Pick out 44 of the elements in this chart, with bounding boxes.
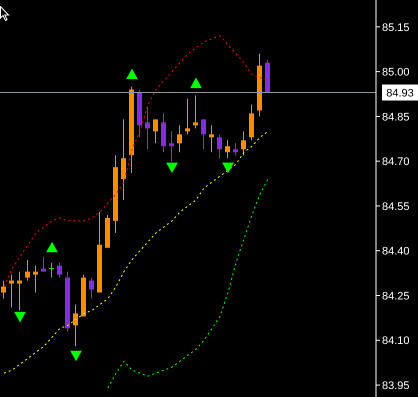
candlestick [217, 134, 222, 159]
candlestick [1, 280, 6, 299]
y-tick-label: 84.85 [382, 111, 410, 124]
candlestick [121, 118, 126, 200]
point [190, 78, 202, 88]
y-tick-label: 84.55 [382, 200, 410, 213]
point [46, 242, 58, 252]
candlestick [33, 265, 38, 294]
line-series [4, 130, 268, 374]
candlestick [169, 130, 174, 162]
candlestick [185, 98, 190, 135]
point [166, 162, 178, 173]
candlestick [145, 106, 150, 150]
candlestick [9, 274, 14, 308]
point [14, 312, 26, 322]
candlestick [89, 277, 94, 299]
candlestick [249, 104, 254, 141]
y-tick-label: 83.95 [382, 380, 410, 392]
candlestick [209, 124, 214, 153]
point [126, 69, 138, 80]
candlestick [225, 140, 230, 159]
point [70, 350, 82, 361]
y-tick-label: 84.10 [382, 335, 410, 348]
candlestick [57, 262, 62, 278]
point [222, 162, 234, 173]
candlestick [161, 112, 166, 153]
candlestick [177, 124, 182, 153]
candlestick [233, 142, 238, 156]
y-tick-label: 85.15 [382, 22, 410, 34]
candlestick [73, 304, 78, 347]
candlestick [193, 95, 198, 129]
ref-line-label: 84.93 [386, 88, 414, 100]
candlestick [153, 118, 158, 144]
line-series [108, 178, 268, 389]
candlestick [48, 262, 54, 278]
candlestick [25, 259, 30, 282]
candlestick [241, 130, 246, 156]
candlestick [41, 256, 46, 272]
y-tick-label: 85.00 [382, 66, 410, 79]
candlestick [201, 118, 206, 150]
candlestick [17, 271, 22, 311]
y-tick-label: 84.40 [382, 246, 410, 258]
y-tick-label: 84.25 [382, 290, 410, 302]
y-tick-label: 84.70 [382, 156, 410, 168]
